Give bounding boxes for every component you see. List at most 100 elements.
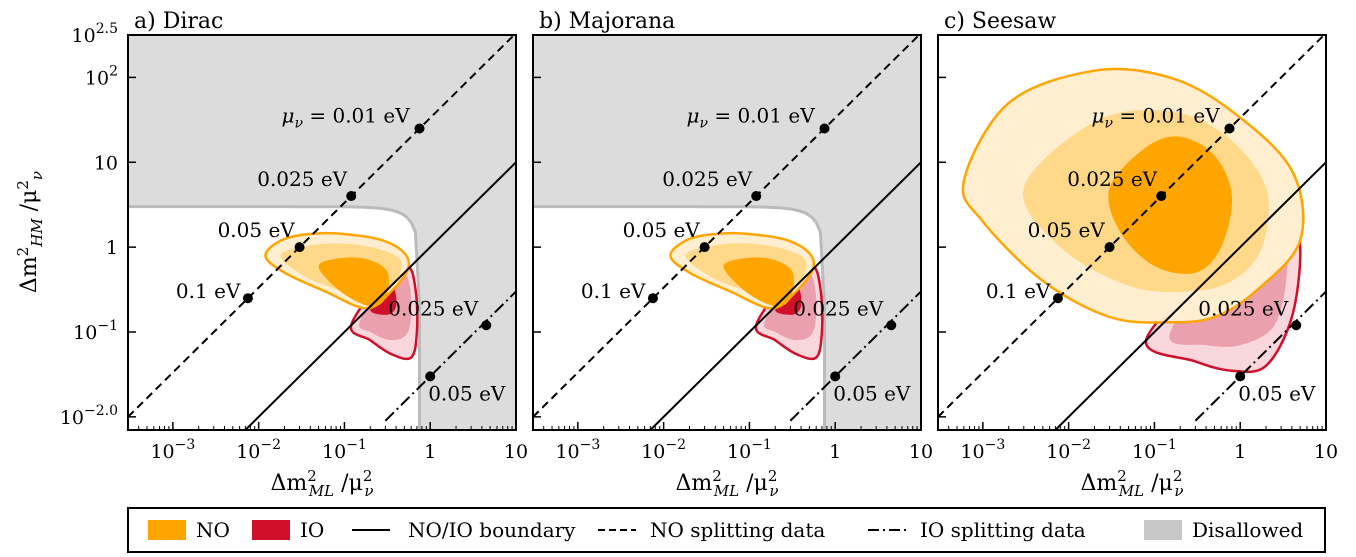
no-io-boundary-line <box>244 160 516 430</box>
no-point-label: μν = 0.01 eV <box>686 103 815 131</box>
legend-swatch <box>148 520 186 540</box>
no-point-label: 0.05 eV <box>1028 218 1106 242</box>
x-axis-label: Δm2 ML /μ2 ν <box>1081 467 1184 500</box>
no-point-label: 0.025 eV <box>1067 167 1157 191</box>
x-tick-label: 10−2 <box>641 437 686 463</box>
no-splitting-point <box>1052 293 1063 304</box>
x-tick-label: 10−2 <box>1046 437 1091 463</box>
no-splitting-point <box>1224 123 1235 134</box>
io-splitting-point <box>1235 371 1246 382</box>
io-splitting-point <box>886 320 897 331</box>
io-point-label: 0.05 eV <box>428 381 506 405</box>
no-io-boundary-line <box>1054 160 1326 430</box>
plot-area <box>938 35 1326 430</box>
x-tick-label: 10−1 <box>727 437 772 463</box>
x-tick-label: 10 <box>504 441 528 463</box>
legend-label: IO splitting data <box>920 518 1086 542</box>
legend-label: NO <box>196 518 230 542</box>
no-splitting-point <box>699 242 710 253</box>
no-point-label: μν = 0.01 eV <box>1091 103 1220 131</box>
no-splitting-line <box>128 35 516 418</box>
no-splitting-point <box>414 123 425 134</box>
legend-label: IO <box>300 518 324 542</box>
no-point-label: μν = 0.01 eV <box>281 103 410 131</box>
no-point-label: 0.025 eV <box>662 167 752 191</box>
no-point-label: 0.05 eV <box>218 218 296 242</box>
panel-3: 0.1 eV 0.05 eV 0.025 eV μν = 0.01 eV 0.05 eV… <box>937 9 1338 500</box>
no-point-label: 0.025 eV <box>257 167 347 191</box>
no-splitting-point <box>819 123 830 134</box>
no-splitting-point <box>647 293 658 304</box>
legend-swatch <box>1144 520 1182 540</box>
x-tick-label: 10−3 <box>960 437 1005 463</box>
legend-swatch <box>252 520 290 540</box>
plot-panels: 0.1 eV 0.05 eV 0.025 eV μν = 0.01 eV 0.05 eV… <box>60 9 1338 500</box>
io-splitting-line <box>384 290 516 422</box>
legend-frame <box>127 507 1326 553</box>
io-point-label: 0.025 eV <box>1198 296 1288 320</box>
no-splitting-point <box>751 191 762 202</box>
x-axis-label: Δm2 ML /μ2 ν <box>271 467 374 500</box>
no-splitting-point <box>242 293 253 304</box>
io-point-label: 0.025 eV <box>388 296 478 320</box>
y-tick-label: 102.5 <box>72 21 118 47</box>
y-tick-label: 10−2.0 <box>60 403 118 429</box>
no-contour-core <box>723 257 794 307</box>
no-splitting-point <box>1104 242 1115 253</box>
panel-title: c) Seesaw <box>944 9 1056 34</box>
no-point-label: 0.05 eV <box>623 218 701 242</box>
x-tick-label: 10−3 <box>150 437 195 463</box>
panel-title: a) Dirac <box>134 9 223 34</box>
io-point-label: 0.05 eV <box>1238 381 1316 405</box>
x-tick-label: 1 <box>829 441 841 463</box>
y-tick-label: 10−1 <box>73 318 118 344</box>
x-tick-label: 10−1 <box>322 437 367 463</box>
no-splitting-point <box>1156 191 1167 202</box>
io-splitting-point <box>481 320 492 331</box>
x-tick-label: 10−3 <box>555 437 600 463</box>
disallowed-boundary <box>533 205 826 430</box>
disallowed-region <box>128 35 516 430</box>
legend: NO IO NO/IO boundary NO splitting data IO sp… <box>127 507 1326 553</box>
x-tick-label: 10−2 <box>236 437 281 463</box>
plot-area <box>128 35 516 430</box>
x-tick-label: 1 <box>424 441 436 463</box>
y-tick-label: 102 <box>85 63 118 89</box>
no-point-label: 0.1 eV <box>176 279 241 303</box>
plot-area <box>533 35 921 430</box>
no-point-label: 0.1 eV <box>986 279 1051 303</box>
x-tick-label: 10−1 <box>1132 437 1177 463</box>
plot-frame <box>127 34 517 431</box>
disallowed-boundary <box>128 205 421 430</box>
legend-label: NO/IO boundary <box>408 518 576 542</box>
no-splitting-point <box>294 242 305 253</box>
io-splitting-line <box>789 290 921 422</box>
y-tick-label: 1 <box>106 237 118 259</box>
legend-label: NO splitting data <box>650 518 825 542</box>
no-contour-core <box>1108 136 1233 274</box>
panel-title: b) Majorana <box>539 9 675 34</box>
x-tick-label: 10 <box>1314 441 1338 463</box>
panel-2: 0.1 eV 0.05 eV 0.025 eV μν = 0.01 eV 0.05 eV… <box>532 9 933 500</box>
no-io-boundary-line <box>649 160 921 430</box>
x-axis-label: Δm2 ML /μ2 ν <box>676 467 779 500</box>
no-contour-core <box>318 257 389 307</box>
io-splitting-line <box>1194 290 1326 422</box>
y-tick-label: 10 <box>94 152 118 174</box>
io-splitting-point <box>830 371 841 382</box>
plot-frame <box>937 34 1327 431</box>
disallowed-region <box>533 35 921 430</box>
no-splitting-point <box>346 191 357 202</box>
no-splitting-line <box>533 35 921 418</box>
no-splitting-line <box>938 35 1326 418</box>
x-tick-label: 1 <box>1234 441 1246 463</box>
legend-label: Disallowed <box>1192 518 1303 542</box>
no-point-label: 0.1 eV <box>581 279 646 303</box>
panel-1: 0.1 eV 0.05 eV 0.025 eV μν = 0.01 eV 0.05 eV… <box>127 9 528 500</box>
io-splitting-point <box>425 371 436 382</box>
io-point-label: 0.05 eV <box>833 381 911 405</box>
x-tick-label: 10 <box>909 441 933 463</box>
plot-frame <box>532 34 922 431</box>
y-axis-label: Δm2HM /μ2ν <box>14 171 46 293</box>
